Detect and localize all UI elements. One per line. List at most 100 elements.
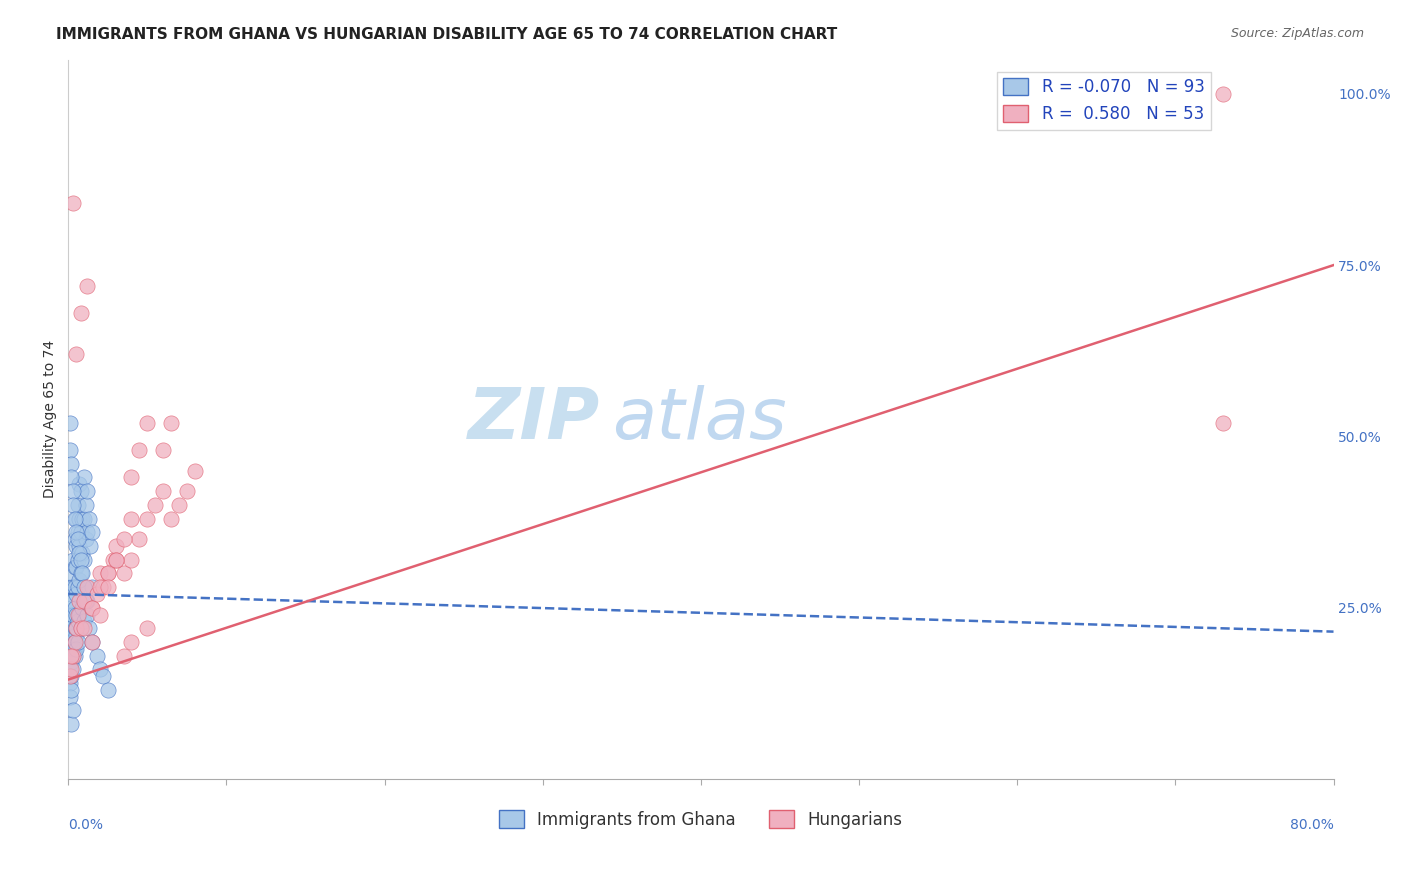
Point (86, 587, 108, 601)
Text: 80.0%: 80.0% (1289, 819, 1333, 832)
Point (59, 443, 82, 458)
Point (73, 594, 96, 608)
Point (70, 621, 93, 635)
Point (72, 600, 94, 615)
Point (63, 635, 86, 649)
Point (65, 511, 87, 525)
Point (91, 669, 114, 683)
Point (62, 703, 84, 717)
Point (80, 635, 103, 649)
Point (86, 648, 108, 663)
Point (128, 443, 150, 458)
Point (67, 511, 90, 525)
Point (80, 635, 103, 649)
Point (60, 717, 83, 731)
Point (75, 532, 97, 546)
Point (70, 525, 93, 540)
Text: IMMIGRANTS FROM GHANA VS HUNGARIAN DISABILITY AGE 65 TO 74 CORRELATION CHART: IMMIGRANTS FROM GHANA VS HUNGARIAN DISAB… (56, 27, 838, 42)
Point (59, 621, 82, 635)
Point (66, 615, 89, 629)
Point (65, 607, 87, 622)
Point (89, 662, 111, 676)
Point (65, 347, 87, 361)
Point (76, 278, 98, 293)
Point (62, 648, 84, 663)
Point (60, 621, 83, 635)
Point (63, 511, 86, 525)
Point (176, 484, 198, 499)
Point (63, 532, 86, 546)
Point (152, 443, 174, 458)
Point (66, 532, 89, 546)
Point (184, 464, 207, 478)
Point (97, 566, 120, 581)
Point (160, 416, 183, 430)
Point (66, 525, 89, 540)
Point (73, 580, 96, 594)
Point (59, 416, 82, 430)
Point (59, 662, 82, 676)
Point (62, 648, 84, 663)
Point (66, 607, 89, 622)
Point (67, 607, 90, 622)
Text: Source: ZipAtlas.com: Source: ZipAtlas.com (1230, 27, 1364, 40)
Point (121, 552, 143, 566)
Point (75, 498, 97, 512)
Point (62, 484, 84, 499)
Point (73, 511, 96, 525)
Point (59, 635, 82, 649)
Point (76, 484, 98, 499)
Point (59, 676, 82, 690)
Point (121, 635, 143, 649)
Point (89, 566, 111, 581)
Point (65, 621, 87, 635)
Point (75, 594, 97, 608)
Point (63, 600, 86, 615)
Point (67, 574, 90, 588)
Point (65, 628, 87, 642)
Point (136, 511, 159, 525)
Point (121, 511, 143, 525)
Point (80, 580, 103, 594)
Point (143, 498, 166, 512)
Point (1212, 87, 1234, 101)
Point (73, 552, 96, 566)
Point (80, 600, 103, 615)
Point (70, 566, 93, 581)
Point (60, 662, 83, 676)
Point (76, 525, 98, 540)
Point (59, 600, 82, 615)
Point (128, 532, 150, 546)
Point (67, 477, 90, 491)
Point (70, 306, 93, 320)
Point (62, 594, 84, 608)
Point (66, 580, 89, 594)
Point (73, 615, 96, 629)
Point (72, 566, 94, 581)
Point (66, 552, 89, 566)
Point (89, 607, 111, 622)
Point (62, 628, 84, 642)
Point (65, 621, 87, 635)
Point (112, 566, 135, 581)
Point (80, 525, 103, 540)
Y-axis label: Disability Age 65 to 74: Disability Age 65 to 74 (44, 340, 58, 499)
Point (59, 690, 82, 704)
Point (70, 552, 93, 566)
Point (60, 607, 83, 622)
Point (104, 552, 127, 566)
Point (77, 621, 100, 635)
Point (97, 580, 120, 594)
Point (60, 648, 83, 663)
Point (70, 621, 93, 635)
Point (66, 498, 89, 512)
Text: ZIP: ZIP (467, 384, 599, 454)
Point (160, 511, 183, 525)
Point (62, 641, 84, 656)
Point (104, 552, 127, 566)
Point (62, 607, 84, 622)
Point (62, 662, 84, 676)
Point (63, 648, 86, 663)
Point (63, 621, 86, 635)
Text: 0.0%: 0.0% (69, 819, 103, 832)
